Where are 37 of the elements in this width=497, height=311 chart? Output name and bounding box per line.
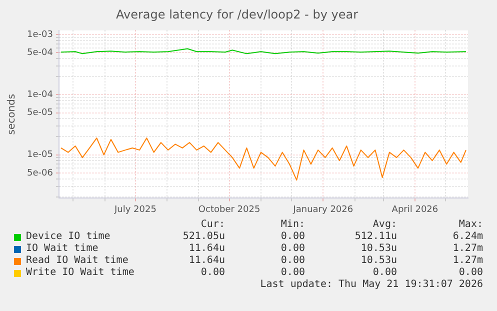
y-tick-label: 5e-04 (26, 48, 54, 58)
text: 0.00 (280, 255, 305, 267)
legend-label: Read IO Wait time (26, 255, 128, 267)
x-tick-label: July 2025 (113, 204, 156, 215)
text: 1.27m (452, 243, 483, 255)
text: Last update: Thu May 21 19:31:07 2026 (260, 279, 483, 291)
text: 6.24m (452, 231, 483, 243)
legend-label: Write IO Wait time (26, 267, 134, 279)
text: Cur: (200, 219, 225, 231)
y-tick-label: 5e-06 (26, 168, 54, 178)
text: 521.05u (182, 231, 225, 243)
text: 11.64u (188, 243, 225, 255)
y-tick-label: 1e-03 (26, 30, 53, 40)
text: 10.53u (360, 255, 397, 267)
x-tick-label: January 2026 (292, 204, 354, 215)
text: Min: (280, 219, 305, 231)
text: 10.53u (360, 243, 397, 255)
text: 0.00 (200, 267, 225, 279)
text: 1.27m (452, 255, 483, 267)
chart-title: Average latency for /dev/loop2 - by year (116, 7, 358, 22)
y-axis-title: seconds (6, 94, 18, 135)
x-tick-label: April 2026 (392, 204, 438, 215)
text: 0.00 (280, 243, 305, 255)
y-tick-label: 1e-05 (26, 150, 53, 160)
text: Max: (458, 219, 483, 231)
text: 512.11u (354, 231, 397, 243)
text: Avg: (372, 219, 397, 231)
x-tick-label: October 2025 (198, 204, 260, 215)
text: 11.64u (188, 255, 225, 267)
legend-label: Device IO time (26, 231, 110, 243)
y-tick-label: 5e-05 (26, 108, 53, 118)
text: 0.00 (280, 231, 305, 243)
y-tick-label: 1e-04 (26, 90, 54, 100)
text: 0.00 (280, 267, 305, 279)
text: 0.00 (372, 267, 397, 279)
text: 0.00 (458, 267, 483, 279)
legend-label: IO Wait time (26, 243, 98, 255)
